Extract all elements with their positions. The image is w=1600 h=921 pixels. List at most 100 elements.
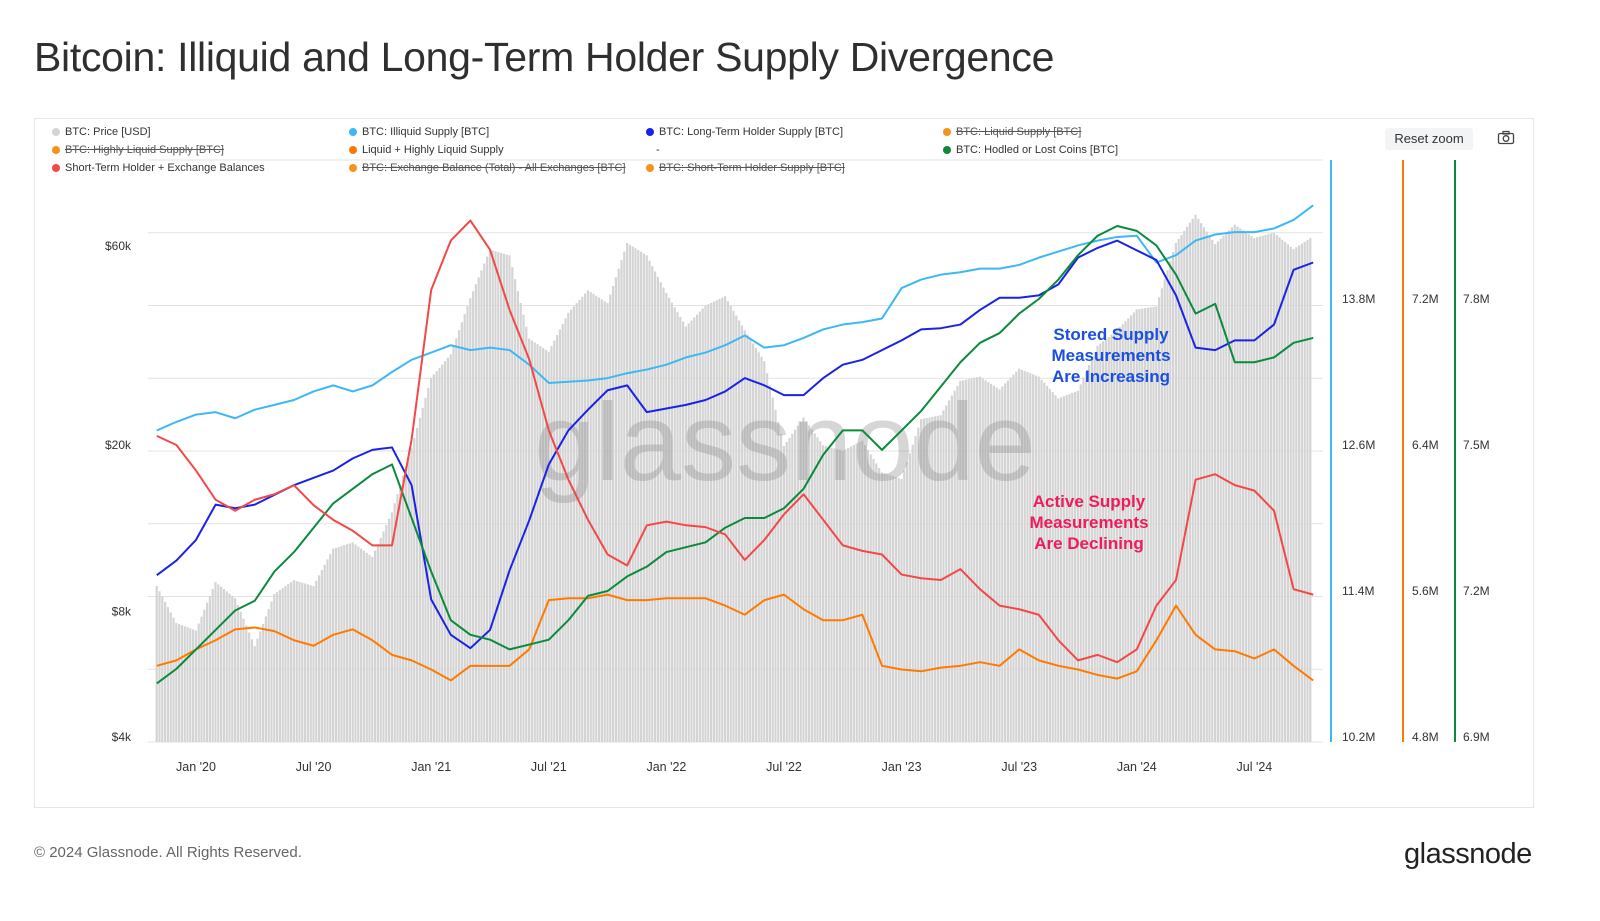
legend-item[interactable]: BTC: Short-Term Holder Supply [BTC] xyxy=(646,162,845,174)
price-bar xyxy=(802,417,805,742)
price-bar xyxy=(1076,390,1079,742)
price-bar xyxy=(956,385,959,742)
price-bar xyxy=(1186,226,1189,743)
price-bar xyxy=(995,387,998,742)
series-line-btc-illiquid-supply-btc- xyxy=(156,204,1314,432)
price-bar xyxy=(438,367,441,742)
price-bar xyxy=(491,250,494,742)
price-bar xyxy=(900,478,903,742)
price-bar xyxy=(586,290,589,742)
series-line-liquid-highly-liquid-supply xyxy=(156,593,1314,682)
legend-item[interactable]: BTC: Exchange Balance (Total) - All Exch… xyxy=(349,162,626,174)
price-bar xyxy=(973,377,976,742)
price-bar xyxy=(385,525,388,742)
price-bar xyxy=(421,407,424,742)
price-bar xyxy=(1048,389,1051,742)
price-bar xyxy=(1267,234,1270,743)
price-bar xyxy=(967,379,970,742)
price-bar xyxy=(550,346,553,742)
price-bar xyxy=(161,596,164,742)
price-bar xyxy=(813,433,816,742)
price-bar xyxy=(458,330,461,742)
price-bar xyxy=(1149,307,1152,742)
price-bar xyxy=(186,627,189,742)
legend-marker-icon xyxy=(943,128,951,136)
price-bar xyxy=(1289,246,1292,742)
price-bar xyxy=(250,639,253,742)
x-tick: Jan '20 xyxy=(176,760,216,774)
price-bar xyxy=(276,592,279,742)
y-tick-price: $8k xyxy=(112,604,132,618)
y-tick-price: $20k xyxy=(105,438,132,452)
price-bar xyxy=(382,531,385,742)
price-bar xyxy=(1200,223,1203,743)
price-bar xyxy=(978,376,981,742)
reset-zoom-button[interactable]: Reset zoom xyxy=(1385,128,1473,150)
price-bar xyxy=(208,595,211,742)
price-bar xyxy=(942,410,945,742)
legend-item[interactable]: BTC: Long-Term Holder Supply [BTC] xyxy=(646,126,843,138)
price-bar xyxy=(1026,372,1029,742)
price-bar xyxy=(1295,247,1298,743)
price-bar xyxy=(1152,306,1155,742)
price-bar xyxy=(220,586,223,742)
price-bar xyxy=(1219,238,1222,742)
price-bar xyxy=(435,371,438,742)
price-bar xyxy=(211,589,214,742)
legend-item[interactable]: BTC: Hodled or Lost Coins [BTC] xyxy=(943,144,1118,156)
price-bar xyxy=(558,329,561,742)
legend-label: BTC: Long-Term Holder Supply [BTC] xyxy=(659,126,844,138)
price-bar xyxy=(623,251,626,743)
price-bar xyxy=(917,427,920,742)
price-bar xyxy=(197,623,200,742)
price-bar xyxy=(945,405,948,742)
price-bar xyxy=(1054,395,1057,742)
legend-item[interactable]: Short-Term Holder + Exchange Balances xyxy=(52,162,265,174)
price-bars xyxy=(155,214,1312,743)
legend-item[interactable]: BTC: Liquid Supply [BTC] xyxy=(943,126,1081,138)
price-bar xyxy=(855,443,858,742)
price-bar xyxy=(962,380,965,742)
price-bar xyxy=(231,595,234,742)
legend-marker-icon xyxy=(52,128,60,136)
price-bar xyxy=(1096,345,1099,742)
price-bar xyxy=(827,446,830,742)
price-bar xyxy=(1085,371,1088,742)
price-bar xyxy=(715,300,718,742)
price-bar xyxy=(287,584,290,742)
price-bar xyxy=(1236,226,1239,742)
price-bar xyxy=(522,314,525,742)
legend-label: BTC: Liquid Supply [BTC] xyxy=(956,126,1082,138)
series-line-btc-long-term-holder-supply-btc- xyxy=(156,239,1314,650)
x-tick: Jan '21 xyxy=(411,760,451,774)
legend-item[interactable]: Liquid + Highly Liquid Supply xyxy=(349,144,504,156)
price-bar xyxy=(259,631,262,742)
price-bar xyxy=(245,625,248,742)
price-bar xyxy=(637,250,640,742)
price-bar xyxy=(1057,398,1060,742)
price-bar xyxy=(659,282,662,742)
legend-item[interactable]: - xyxy=(656,144,660,156)
price-bar xyxy=(976,377,979,742)
price-bar xyxy=(1130,315,1133,742)
price-bar xyxy=(771,397,774,742)
legend-item[interactable]: BTC: Price [USD] xyxy=(52,126,151,138)
camera-icon[interactable] xyxy=(1497,130,1515,146)
price-bar xyxy=(1107,336,1110,742)
price-bar xyxy=(309,585,312,742)
price-bar xyxy=(1174,243,1177,743)
price-bar xyxy=(483,263,486,742)
legend-item[interactable]: BTC: Illiquid Supply [BTC] xyxy=(349,126,489,138)
price-bar xyxy=(774,409,777,742)
price-bar xyxy=(1216,241,1219,742)
price-bar xyxy=(808,425,811,742)
price-bar xyxy=(704,305,707,742)
price-bar xyxy=(838,449,841,742)
price-bar xyxy=(866,449,869,742)
price-bar xyxy=(1062,396,1065,742)
price-bar xyxy=(1286,244,1289,742)
legend-item[interactable]: BTC: Highly Liquid Supply [BTC] xyxy=(52,144,224,156)
price-bar xyxy=(1146,307,1149,742)
y-tick-illiquid: 13.8M xyxy=(1342,292,1375,306)
price-bar xyxy=(847,447,850,742)
